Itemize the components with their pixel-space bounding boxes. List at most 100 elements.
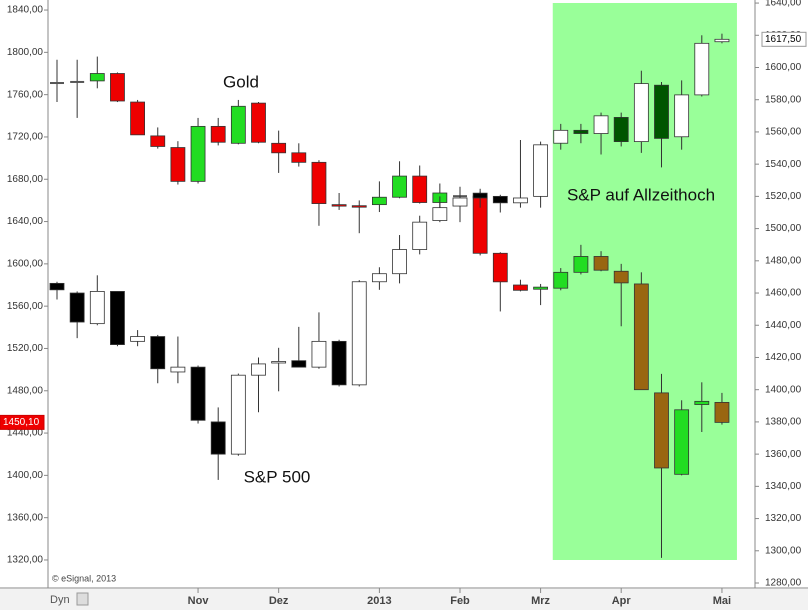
candle-body [190,125,206,182]
candle-body [271,142,287,154]
candle-body [593,115,609,134]
candle-body [130,336,146,342]
x-tick-label: Dez [269,595,289,607]
last-value-label: 1617,50 [765,34,802,45]
candle-body [210,125,226,143]
candle-body [593,256,609,271]
candle-body [110,73,125,102]
lock-icon[interactable] [76,592,89,606]
series-label: Gold [223,72,259,91]
candle-body [130,101,146,136]
candle-body [472,192,488,199]
candle-body [714,401,730,423]
candle-body [351,281,367,386]
candle-body [170,147,186,182]
candle-body [89,291,105,325]
candle-body [110,291,125,345]
x-tick-label: Mrz [531,595,550,607]
candle-body [371,196,387,206]
candle-body [271,361,287,364]
y2-tick-label: 1280,00 [765,578,802,589]
y2-tick-label: 1360,00 [765,449,802,460]
dyn-button[interactable]: Dyn [50,594,70,606]
y2-tick-label: 1340,00 [765,481,802,492]
y2-tick-label: 1300,00 [765,545,802,556]
candle-body [513,284,528,291]
candle-body [230,105,246,144]
candle-body [432,207,448,221]
candle-body [553,129,569,144]
y2-tick-label: 1540,00 [765,159,802,170]
x-tick-label: Mai [713,595,731,607]
candle-body [412,175,428,203]
x-tick-label: Apr [612,595,632,607]
candle-body [694,42,710,96]
y-tick-label: 1720,00 [7,132,44,143]
candle-body [69,292,85,323]
y2-tick-label: 1480,00 [765,255,802,266]
candle-body [573,256,589,273]
candle-body [533,144,548,197]
y-tick-label: 1440,00 [7,428,44,439]
last-value-label: 1450,10 [3,417,40,428]
candle-body [311,340,327,368]
candle-body [392,249,407,275]
candle-body [49,282,65,291]
candle-body [613,270,629,284]
copyright: © eSignal, 2013 [52,573,116,583]
last-value-box [761,31,807,47]
candle-body [331,340,347,386]
candle-body [694,400,710,405]
y2-tick-label: 1600,00 [765,62,802,73]
y2-tick-label: 1580,00 [765,94,802,105]
y-tick-label: 1640,00 [7,216,44,227]
last-value-box [0,414,45,430]
x-axis-panel [0,589,808,610]
candle-body [351,205,367,208]
x-tick-label: Feb [450,595,470,607]
y2-tick-label: 1440,00 [765,320,802,331]
candle-body [291,152,307,163]
candle-body [331,204,347,207]
candle-body [311,161,327,204]
candle-body [392,175,407,198]
candle-body [492,252,508,283]
candle-body [613,117,629,143]
candle-body [412,221,428,250]
candle-body [654,84,669,139]
candle-body [674,94,690,138]
candle-body [371,273,387,283]
y-tick-label: 1560,00 [7,301,44,312]
candle-body [291,360,307,368]
candle-body [89,73,105,82]
candle-body [150,135,166,147]
y-tick-label: 1600,00 [7,259,44,270]
left-axis-panel [0,0,48,588]
candle-body [633,283,649,391]
y2-tick-label: 1400,00 [765,384,802,395]
y2-tick-label: 1460,00 [765,288,802,299]
candle-body [452,197,468,207]
y2-tick-label: 1380,00 [765,417,802,428]
x-tick-label: Nov [188,595,210,607]
x-tick-label: 2013 [367,595,391,607]
candle-body [674,409,690,475]
candle-body [230,374,246,455]
candle-body [170,366,186,373]
series-label: S&P 500 [244,467,311,486]
y2-tick-label: 1320,00 [765,513,802,524]
candle-body [513,197,528,204]
y-tick-label: 1480,00 [7,385,44,396]
y2-tick-label: 1520,00 [765,191,802,202]
y2-tick-label: 1640,00 [765,0,802,9]
y2-tick-label: 1420,00 [765,352,802,363]
candle-body [553,271,569,289]
y-tick-label: 1360,00 [7,512,44,523]
candle-body [150,336,166,370]
y-tick-label: 1760,00 [7,89,44,100]
y-tick-label: 1320,00 [7,555,44,566]
y-tick-label: 1680,00 [7,174,44,185]
candle-body [573,129,589,134]
y-tick-label: 1800,00 [7,47,44,58]
